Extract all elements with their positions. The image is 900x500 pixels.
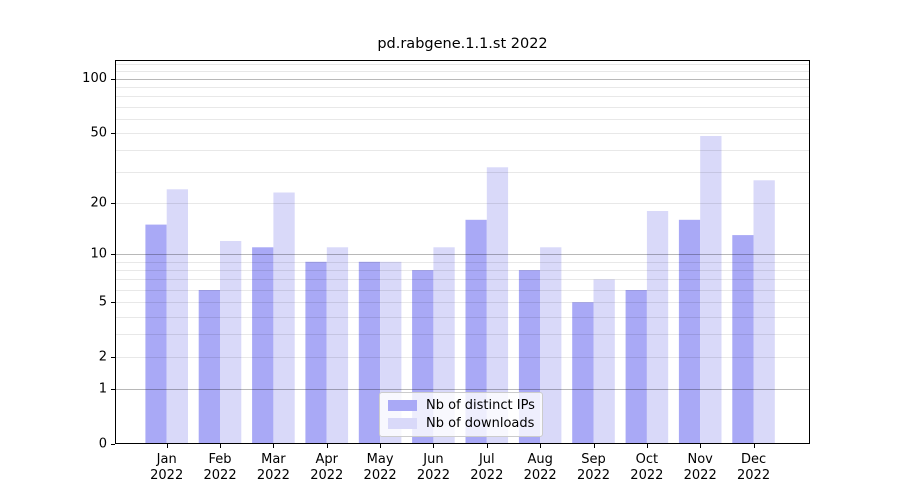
bar-sep-distinct-ips bbox=[572, 302, 594, 444]
x-tick-label-month: Aug bbox=[527, 452, 552, 467]
bar-jul-distinct-ips bbox=[465, 219, 487, 444]
y-tick-label: 2 bbox=[99, 350, 107, 365]
x-tick-label-month: Sep bbox=[581, 452, 606, 467]
bars bbox=[145, 136, 775, 445]
legend: Nb of distinct IPs Nb of downloads bbox=[379, 392, 543, 437]
y-tick-label: 5 bbox=[99, 295, 107, 310]
chart-title: pd.rabgene.1.1.st 2022 bbox=[377, 36, 548, 52]
bar-dec-distinct-ips bbox=[732, 235, 754, 444]
x-tick-label-month: Apr bbox=[316, 452, 339, 467]
bar-jan-distinct-ips bbox=[145, 224, 167, 444]
x-tick-label-year: 2022 bbox=[524, 468, 557, 483]
x-tick-label-year: 2022 bbox=[364, 468, 397, 483]
x-tick-label-year: 2022 bbox=[417, 468, 450, 483]
legend-swatch-distinct-ips bbox=[388, 400, 417, 412]
x-tick-label-month: Mar bbox=[261, 452, 286, 467]
x-tick-label-year: 2022 bbox=[470, 468, 503, 483]
tick-marks bbox=[111, 79, 755, 448]
x-tick-label-month: Nov bbox=[688, 452, 714, 467]
bar-nov-downloads bbox=[700, 136, 722, 444]
x-tick-label-year: 2022 bbox=[257, 468, 290, 483]
x-tick-label-month: Jun bbox=[422, 452, 443, 467]
legend-swatch-downloads bbox=[388, 417, 417, 429]
x-tick-label-year: 2022 bbox=[577, 468, 610, 483]
bar-jul-downloads bbox=[486, 167, 509, 445]
x-tick-label-month: Jul bbox=[478, 452, 495, 467]
legend-item: Nb of downloads bbox=[388, 417, 534, 430]
bar-mar-distinct-ips bbox=[252, 247, 274, 444]
x-tick-label-year: 2022 bbox=[630, 468, 663, 483]
y-tick-label: 100 bbox=[82, 71, 107, 86]
bar-oct-distinct-ips bbox=[625, 290, 647, 444]
x-tick-label-month: Oct bbox=[636, 452, 658, 467]
plot-border bbox=[115, 60, 810, 444]
minor-gridlines bbox=[115, 64, 810, 358]
bar-aug-downloads bbox=[540, 247, 562, 444]
y-tick-label: 0 bbox=[99, 437, 107, 452]
bar-apr-downloads bbox=[326, 247, 349, 444]
x-tick-label-year: 2022 bbox=[204, 468, 237, 483]
x-tick-label-month: May bbox=[367, 452, 394, 467]
bar-feb-downloads bbox=[220, 241, 242, 444]
y-tick-label: 20 bbox=[90, 196, 107, 211]
y-tick-label: 50 bbox=[90, 125, 107, 140]
bar-mar-downloads bbox=[273, 192, 295, 444]
bar-feb-distinct-ips bbox=[198, 290, 220, 444]
bar-dec-downloads bbox=[753, 180, 775, 445]
tick-labels: 0125102050100Jan2022Feb2022Mar2022Apr202… bbox=[82, 71, 770, 483]
x-tick-label-year: 2022 bbox=[684, 468, 717, 483]
x-tick-label-year: 2022 bbox=[737, 468, 770, 483]
y-tick-label: 1 bbox=[99, 382, 107, 397]
y-tick-label: 10 bbox=[90, 247, 107, 262]
bar-nov-distinct-ips bbox=[678, 219, 701, 444]
x-tick-label-month: Feb bbox=[209, 452, 232, 467]
bar-may-distinct-ips bbox=[358, 261, 381, 444]
bar-jan-downloads bbox=[166, 189, 188, 444]
major-gridlines bbox=[115, 79, 810, 390]
x-tick-label-year: 2022 bbox=[310, 468, 343, 483]
legend-label-downloads: Nb of downloads bbox=[426, 415, 535, 431]
x-tick-label-year: 2022 bbox=[150, 468, 183, 483]
x-tick-label-month: Jan bbox=[156, 452, 177, 467]
bar-oct-downloads bbox=[646, 211, 669, 444]
x-tick-label-month: Dec bbox=[741, 452, 766, 467]
bar-sep-downloads bbox=[593, 279, 615, 444]
legend-item: Nb of distinct IPs bbox=[388, 398, 535, 414]
bar-apr-distinct-ips bbox=[305, 261, 327, 444]
legend-label-distinct-ips: Nb of distinct IPs bbox=[426, 398, 535, 414]
